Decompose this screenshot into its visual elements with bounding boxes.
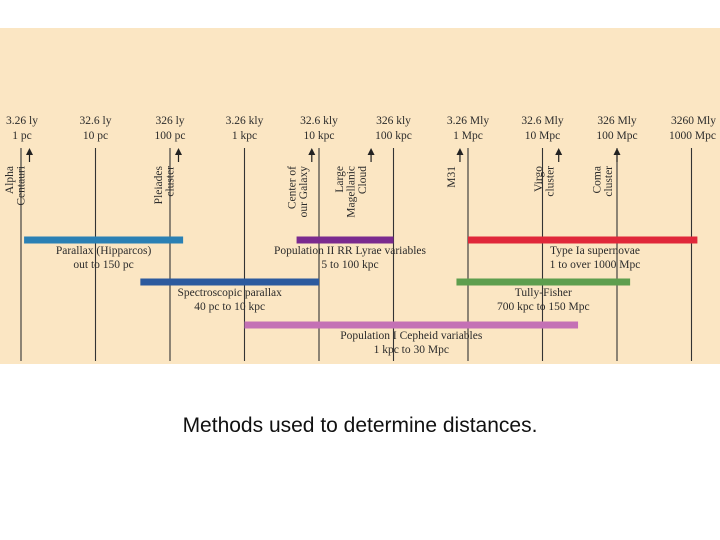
scale-label-top: 326 Mly <box>597 115 637 127</box>
scale-label-top: 326 ly <box>155 115 184 127</box>
method-bar: Population II RR Lyrae variables 5 to 100… <box>274 236 427 271</box>
arrow-up-icon <box>25 148 33 155</box>
scale-label-top: 326 kly <box>376 115 411 127</box>
arrow-up-icon <box>555 148 563 155</box>
method-name: Population I Cepheid variables <box>340 330 483 342</box>
diagram-background <box>0 28 720 364</box>
object-marker: Center of our Galaxy <box>286 148 316 218</box>
object-label: our Galaxy <box>298 166 310 218</box>
method-bar: Spectroscopic parallax 40 pc to 10 kpc <box>140 278 319 313</box>
scale-label-top: 32.6 ly <box>80 115 112 127</box>
object-label: Pleiades <box>153 165 165 204</box>
object-label: Alpha <box>4 166 16 194</box>
scale-label-bottom: 1 pc <box>12 130 31 142</box>
method-bar: Parallax (Hipparcos) out to 150 pc <box>24 236 184 271</box>
arrow-up-icon <box>174 148 182 155</box>
arrow-up-icon <box>308 148 316 155</box>
method-name: Population II RR Lyrae variables <box>274 245 427 257</box>
method-name: Spectroscopic parallax <box>177 287 282 299</box>
method-bar: Population I Cepheid variables 1 kpc to 3… <box>244 321 579 356</box>
method-name: Type Ia supernovae <box>550 245 640 257</box>
method-bars: Parallax (Hipparcos) out to 150 pc Populat… <box>24 236 698 356</box>
method-range: out to 150 pc <box>73 259 133 271</box>
method-range: 5 to 100 kpc <box>321 259 378 271</box>
scale-label-top: 3260 Mly <box>671 115 716 127</box>
scale-label-top: 32.6 kly <box>300 115 338 127</box>
object-label: Virgo <box>533 166 545 192</box>
method-bar: Tully-Fisher 700 kpc to 150 Mpc <box>456 278 631 313</box>
arrow-up-icon <box>613 148 621 155</box>
method-bar-rect <box>24 236 184 244</box>
arrow-up-icon <box>367 148 375 155</box>
object-label: Large <box>334 166 346 193</box>
object-marker: Large Magellanic Cloud <box>334 148 375 218</box>
method-bar: Type Ia supernovae 1 to over 1000 Mpc <box>468 236 698 271</box>
scale-label-bottom: 10 pc <box>83 130 108 142</box>
method-bar-rect <box>296 236 394 244</box>
object-label: M31 <box>446 166 458 188</box>
method-bar-rect <box>244 321 579 329</box>
method-name: Parallax (Hipparcos) <box>56 245 152 257</box>
scale-label-bottom: 10 kpc <box>304 130 335 142</box>
object-label: Center of <box>286 166 298 209</box>
object-label: Centauri <box>15 166 27 206</box>
object-label: Coma <box>592 166 604 193</box>
method-range: 700 kpc to 150 Mpc <box>497 301 590 313</box>
scale-label-bottom: 10 Mpc <box>525 130 560 142</box>
object-marker: Virgo cluster <box>533 148 563 197</box>
scale-label-bottom: 100 pc <box>155 130 186 142</box>
scale-labels: 3.26 ly 1 pc 32.6 ly 10 pc 326 ly 100 pc 3.26 … <box>6 115 716 142</box>
scale-label-bottom: 100 Mpc <box>596 130 637 142</box>
object-marker: Alpha Centauri <box>4 148 33 206</box>
caption: Methods used to determine distances. <box>182 414 538 437</box>
object-markers: Alpha Centauri Pleiades cluster Center of our… <box>4 148 621 218</box>
object-label: Cloud <box>357 166 369 194</box>
object-marker: Coma cluster <box>592 148 621 197</box>
method-range: 1 kpc to 30 Mpc <box>374 344 449 356</box>
scale-label-bottom: 1000 Mpc <box>669 130 716 142</box>
object-label: cluster <box>545 166 557 197</box>
scale-label-top: 32.6 Mly <box>521 115 563 127</box>
object-label: cluster <box>603 166 615 197</box>
scale-label-top: 3.26 ly <box>6 115 38 127</box>
method-name: Tully-Fisher <box>515 287 572 299</box>
scale-label-bottom: 1 Mpc <box>453 130 483 142</box>
arrow-up-icon <box>456 148 464 155</box>
object-label: cluster <box>164 166 176 197</box>
object-label: Magellanic <box>346 166 358 218</box>
scale-label-bottom: 1 kpc <box>232 130 257 142</box>
object-marker: Pleiades cluster <box>153 148 182 204</box>
method-bar-rect <box>456 278 631 286</box>
scale-label-top: 3.26 kly <box>226 115 264 127</box>
object-marker: M31 <box>446 148 464 188</box>
method-range: 40 pc to 10 kpc <box>194 301 265 313</box>
method-bar-rect <box>140 278 319 286</box>
distance-ladder-diagram: 3.26 ly 1 pc 32.6 ly 10 pc 326 ly 100 pc 3.26 … <box>0 28 720 364</box>
scale-label-top: 3.26 Mly <box>447 115 489 127</box>
method-bar-rect <box>468 236 698 244</box>
method-range: 1 to over 1000 Mpc <box>550 259 641 271</box>
scale-label-bottom: 100 kpc <box>375 130 412 142</box>
